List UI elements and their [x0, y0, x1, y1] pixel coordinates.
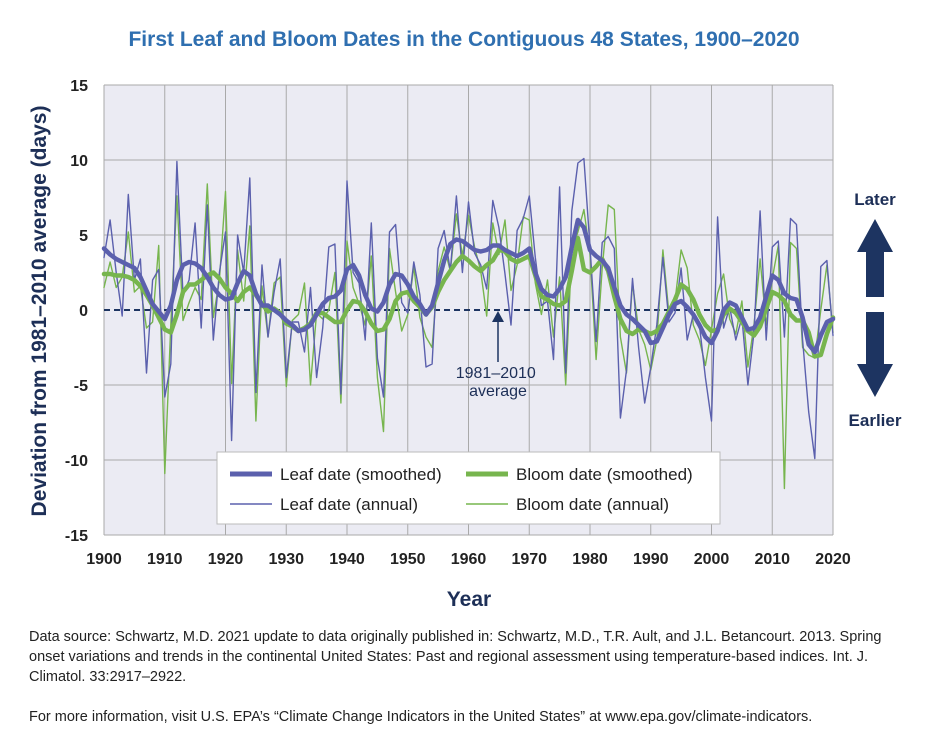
- x-tick-label: 1970: [511, 551, 547, 568]
- legend-bloom-smoothed-label: Bloom date (smoothed): [516, 465, 693, 484]
- y-tick-label: -15: [65, 528, 88, 545]
- legend-bloom-annual-label: Bloom date (annual): [516, 495, 669, 514]
- y-tick-label: 10: [70, 153, 88, 170]
- later-arrow-icon: [857, 219, 893, 297]
- legend-leaf-smoothed-label: Leaf date (smoothed): [280, 465, 442, 484]
- data-source-text: Data source: Schwartz, M.D. 2021 update …: [29, 629, 882, 685]
- x-tick-labels: 1900 1910 1920 1930 1940 1950 1960 1970 1980 1990…: [86, 551, 851, 568]
- x-axis-title: Year: [447, 588, 491, 611]
- x-tick-label: 1910: [147, 551, 183, 568]
- baseline-label: 1981–2010 average: [456, 365, 541, 400]
- y-tick-label: 0: [79, 303, 88, 320]
- x-tick-label: 1960: [451, 551, 487, 568]
- x-tick-label: 1990: [633, 551, 669, 568]
- baseline-pointer-arrowhead: [492, 311, 504, 322]
- source-note: Data source: Schwartz, M.D. 2021 update …: [29, 627, 909, 727]
- legend-box: [216, 451, 721, 525]
- y-tick-label: 5: [79, 228, 88, 245]
- series-lines: [101, 157, 836, 490]
- series-line-bloom-smooth: [101, 235, 836, 359]
- x-tick-label: 1900: [86, 551, 122, 568]
- x-tick-label: 2020: [815, 551, 851, 568]
- y-axis-title: Deviation from 1981–2010 average (days): [28, 106, 51, 517]
- legend-leaf-annual-label: Leaf date (annual): [280, 495, 418, 514]
- series-line-leaf-annual: [103, 157, 834, 460]
- x-tick-label: 1940: [329, 551, 365, 568]
- series-line-leaf-smooth: [101, 217, 836, 355]
- earlier-label: Earlier: [849, 411, 902, 430]
- more-info-text: For more information, visit U.S. EPA’s “…: [29, 709, 813, 725]
- x-tick-label: 1950: [390, 551, 426, 568]
- legend: Leaf date (smoothed) Bloom date (smoothe…: [216, 451, 721, 525]
- x-tick-label: 2010: [754, 551, 790, 568]
- earlier-arrow-icon: [857, 312, 893, 397]
- later-label: Later: [854, 190, 896, 209]
- y-tick-label: -10: [65, 453, 88, 470]
- y-tick-label: -5: [74, 378, 88, 395]
- x-tick-label: 1980: [572, 551, 608, 568]
- y-tick-label: 15: [70, 78, 88, 95]
- chart-title: First Leaf and Bloom Dates in the Contig…: [128, 28, 800, 51]
- x-tick-label: 1930: [268, 551, 304, 568]
- y-tick-labels: 15 10 5 0 -5 -10 -15: [65, 78, 88, 545]
- x-tick-label: 1920: [208, 551, 244, 568]
- x-tick-label: 2000: [694, 551, 730, 568]
